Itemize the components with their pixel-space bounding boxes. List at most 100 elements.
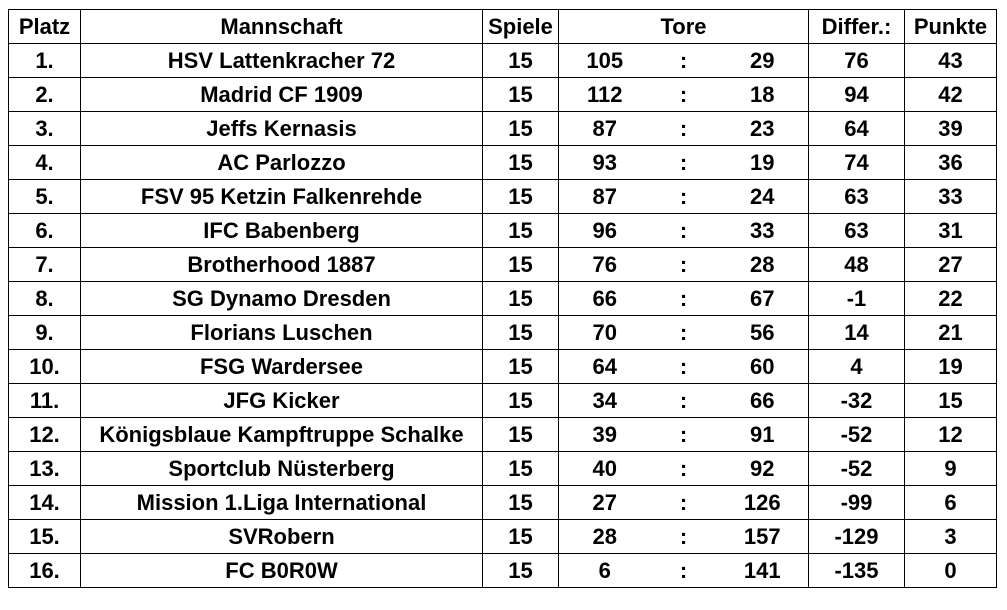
platz-cell: 6. <box>8 213 81 248</box>
spiele-cell: 15 <box>482 77 559 112</box>
table-row: 11. JFG Kicker 15 34:66 -32 15 <box>8 383 997 418</box>
team-name-cell: HSV Lattenkracher 72 <box>80 43 483 78</box>
points-cell: 0 <box>904 553 997 588</box>
goals-against-cell: 92 <box>716 451 809 486</box>
goals-for-cell: 27 <box>558 485 651 520</box>
goal-difference-cell: -129 <box>808 519 905 554</box>
platz-cell: 5. <box>8 179 81 214</box>
table-row: 13. Sportclub Nüsterberg 15 40:92 -52 9 <box>8 451 997 486</box>
platz-cell: 9. <box>8 315 81 350</box>
goals-against-cell: 18 <box>716 77 809 112</box>
table-row: 15. SVRobern 15 28:157 -129 3 <box>8 519 997 554</box>
goals-separator-cell: : <box>650 349 717 384</box>
platz-cell: 16. <box>8 553 81 588</box>
table-row: 4. AC Parlozzo 15 93:19 74 36 <box>8 145 997 180</box>
platz-cell: 7. <box>8 247 81 282</box>
platz-cell: 3. <box>8 111 81 146</box>
goals-against-cell: 60 <box>716 349 809 384</box>
team-name-cell: FSV 95 Ketzin Falkenrehde <box>80 179 483 214</box>
goals-separator-cell: : <box>650 43 717 78</box>
platz-cell: 12. <box>8 417 81 452</box>
spiele-cell: 15 <box>482 519 559 554</box>
goals-for-cell: 64 <box>558 349 651 384</box>
spiele-cell: 15 <box>482 383 559 418</box>
goals-separator-cell: : <box>650 417 717 452</box>
goals-for-cell: 39 <box>558 417 651 452</box>
platz-cell: 10. <box>8 349 81 384</box>
spiele-cell: 15 <box>482 451 559 486</box>
points-cell: 19 <box>904 349 997 384</box>
header-tore-against-spacer <box>716 9 809 44</box>
goals-separator-cell: : <box>650 247 717 282</box>
goal-difference-cell: 63 <box>808 179 905 214</box>
team-name-cell: FC B0R0W <box>80 553 483 588</box>
points-cell: 33 <box>904 179 997 214</box>
points-cell: 15 <box>904 383 997 418</box>
points-cell: 9 <box>904 451 997 486</box>
standings-body: 1. HSV Lattenkracher 72 15 105:29 76 43 2. Madr… <box>8 43 997 588</box>
goals-separator-cell: : <box>650 145 717 180</box>
header-tore-for-spacer <box>558 9 651 44</box>
goals-against-cell: 66 <box>716 383 809 418</box>
table-row: 14. Mission 1.Liga International 15 27:126-… <box>8 485 997 520</box>
team-name-cell: FSG Wardersee <box>80 349 483 384</box>
team-name-cell: Königsblaue Kampftruppe Schalke <box>80 417 483 452</box>
platz-cell: 2. <box>8 77 81 112</box>
goals-against-cell: 141 <box>716 553 809 588</box>
goal-difference-cell: 4 <box>808 349 905 384</box>
standings-table: Platz Mannschaft Spiele Tore Differ.: Pu… <box>8 9 997 588</box>
points-cell: 21 <box>904 315 997 350</box>
table-row: 2. Madrid CF 1909 15 112:18 94 42 <box>8 77 997 112</box>
table-row: 9. Florians Luschen 15 70:56 14 21 <box>8 315 997 350</box>
header-spiele: Spiele <box>482 9 559 44</box>
goal-difference-cell: -52 <box>808 417 905 452</box>
table-row: 5. FSV 95 Ketzin Falkenrehde 15 87:24 63 33 <box>8 179 997 214</box>
team-name-cell: Brotherhood 1887 <box>80 247 483 282</box>
points-cell: 31 <box>904 213 997 248</box>
table-row: 7. Brotherhood 1887 15 76:28 48 27 <box>8 247 997 282</box>
goals-against-cell: 157 <box>716 519 809 554</box>
team-name-cell: Florians Luschen <box>80 315 483 350</box>
goals-for-cell: 87 <box>558 111 651 146</box>
goals-separator-cell: : <box>650 383 717 418</box>
points-cell: 3 <box>904 519 997 554</box>
goal-difference-cell: -135 <box>808 553 905 588</box>
platz-cell: 11. <box>8 383 81 418</box>
header-punkte: Punkte <box>904 9 997 44</box>
spiele-cell: 15 <box>482 43 559 78</box>
goals-against-cell: 19 <box>716 145 809 180</box>
goals-for-cell: 66 <box>558 281 651 316</box>
points-cell: 22 <box>904 281 997 316</box>
goals-separator-cell: : <box>650 77 717 112</box>
goal-difference-cell: -1 <box>808 281 905 316</box>
points-cell: 36 <box>904 145 997 180</box>
goals-separator-cell: : <box>650 111 717 146</box>
goals-against-cell: 126 <box>716 485 809 520</box>
goals-against-cell: 28 <box>716 247 809 282</box>
platz-cell: 14. <box>8 485 81 520</box>
table-row: 8. SG Dynamo Dresden 15 66:67 -1 22 <box>8 281 997 316</box>
table-row: 10. FSG Wardersee 15 64:60 4 19 <box>8 349 997 384</box>
goals-against-cell: 24 <box>716 179 809 214</box>
table-row: 1. HSV Lattenkracher 72 15 105:29 76 43 <box>8 43 997 78</box>
goal-difference-cell: 94 <box>808 77 905 112</box>
goals-against-cell: 23 <box>716 111 809 146</box>
goals-for-cell: 96 <box>558 213 651 248</box>
goal-difference-cell: 64 <box>808 111 905 146</box>
team-name-cell: Madrid CF 1909 <box>80 77 483 112</box>
goals-separator-cell: : <box>650 553 717 588</box>
goals-for-cell: 28 <box>558 519 651 554</box>
table-row: 16. FC B0R0W 15 6:141 -135 0 <box>8 553 997 588</box>
spiele-cell: 15 <box>482 145 559 180</box>
goals-for-cell: 93 <box>558 145 651 180</box>
goals-for-cell: 87 <box>558 179 651 214</box>
spiele-cell: 15 <box>482 179 559 214</box>
points-cell: 39 <box>904 111 997 146</box>
goals-separator-cell: : <box>650 281 717 316</box>
spiele-cell: 15 <box>482 111 559 146</box>
goals-separator-cell: : <box>650 315 717 350</box>
platz-cell: 4. <box>8 145 81 180</box>
team-name-cell: Mission 1.Liga International <box>80 485 483 520</box>
goals-separator-cell: : <box>650 519 717 554</box>
goals-separator-cell: : <box>650 213 717 248</box>
